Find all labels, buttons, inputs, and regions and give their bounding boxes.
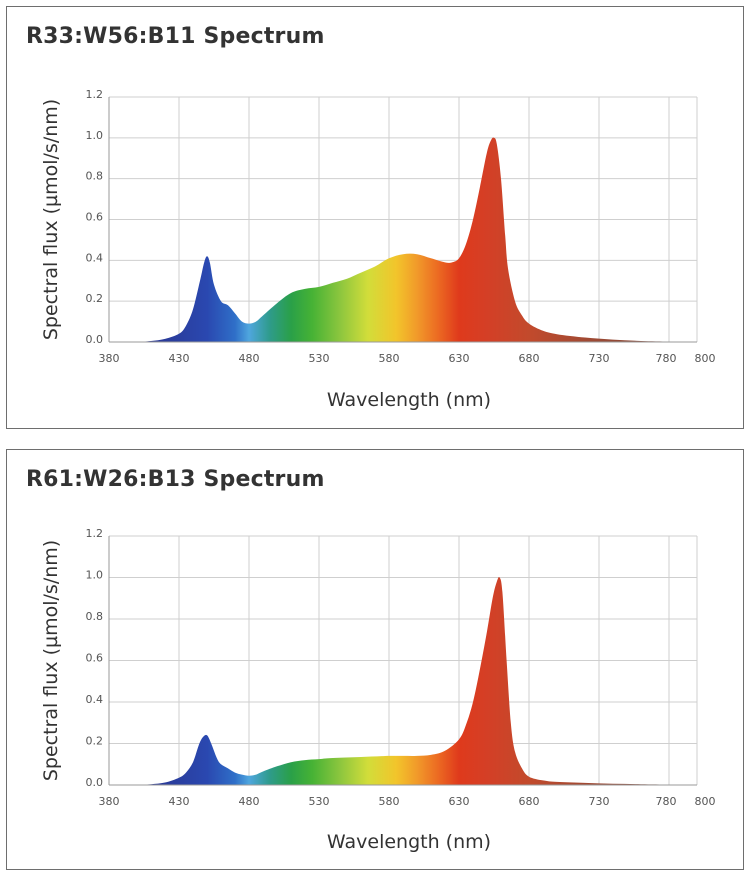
x-tick-label: 680 [519,352,540,365]
y-tick-label: 0.8 [86,170,104,183]
x-tick-label: 780 [656,352,677,365]
y-axis-title: Spectral flux (µmol/s/nm) [40,99,62,340]
spectrum-chart-panel-2: R61:W26:B13 Spectrum 380 430 480 530 580 630 6… [6,449,744,870]
x-tick-label: 730 [589,795,610,808]
x-tick-label: 800 [695,795,716,808]
y-tick-label: 1.0 [86,569,104,582]
y-tick-label: 0.0 [86,333,104,346]
x-tick-label: 580 [379,795,400,808]
y-tick-label: 1.0 [86,129,104,142]
grid [108,535,698,786]
y-tick-label: 0.2 [86,735,104,748]
x-tick-label: 380 [99,795,120,808]
spectrum-chart-panel-1: R33:W56:B11 Spectrum 380 430 480 530 580 630 6… [6,6,744,429]
x-axis-title: Wavelength (nm) [327,389,491,411]
y-tick-label: 0.6 [86,652,104,665]
spectrum-chart-svg: 380 430 480 530 580 630 680 730 780 800 0.0 0.2 0.4 0… [40,88,716,411]
y-axis-title: Spectral flux (µmol/s/nm) [40,540,62,781]
y-tick-label: 0.4 [86,251,104,264]
spectrum-area [137,576,683,785]
x-tick-label: 480 [239,352,260,365]
x-tick-label: 630 [449,795,470,808]
x-tick-label: 380 [99,352,120,365]
x-tick-label: 430 [169,352,190,365]
y-tick-label: 0.0 [86,776,104,789]
x-tick-label: 680 [519,795,540,808]
y-tick-label: 1.2 [86,527,104,540]
spectrum-chart-svg: 380 430 480 530 580 630 680 730 780 800 0.0 0.2 0.4 0… [40,527,716,853]
chart-title: R33:W56:B11 Spectrum [26,24,325,49]
chart-title: R61:W26:B13 Spectrum [26,467,325,492]
x-tick-label: 580 [379,352,400,365]
x-tick-label: 780 [656,795,677,808]
x-tick-label: 530 [309,352,330,365]
y-tick-label: 0.6 [86,211,104,224]
y-tick-label: 0.2 [86,292,104,305]
y-tick-label: 0.8 [86,610,104,623]
spectrum-area [137,137,683,342]
x-axis-title: Wavelength (nm) [327,831,491,853]
x-tick-label: 730 [589,352,610,365]
x-tick-label: 430 [169,795,190,808]
x-tick-label: 800 [695,352,716,365]
x-tick-label: 530 [309,795,330,808]
x-tick-label: 480 [239,795,260,808]
y-tick-label: 1.2 [86,88,104,101]
x-tick-label: 630 [449,352,470,365]
y-tick-label: 0.4 [86,693,104,706]
